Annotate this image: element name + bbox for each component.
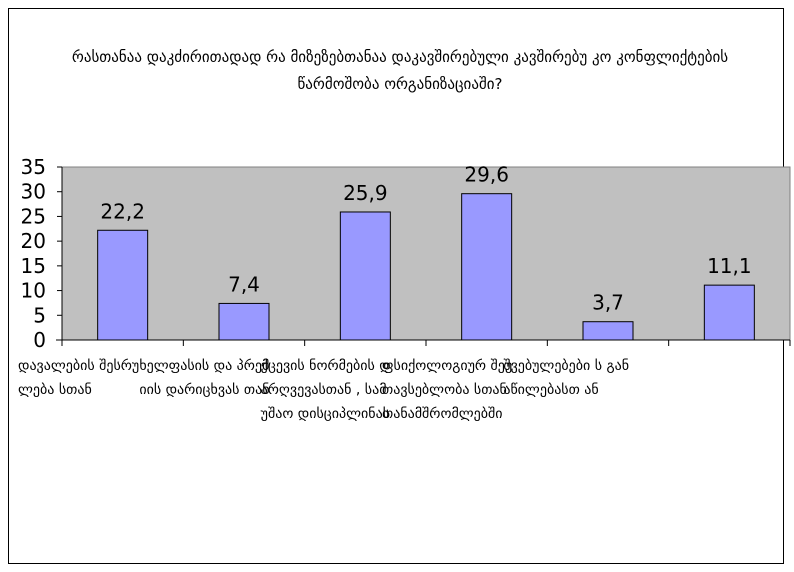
data-label: 25,9: [343, 181, 388, 205]
y-tick-label: 30: [21, 180, 46, 204]
x-category-label: ფსიქოლოგიურ შეუთავსებლობა სთან თანამშრომ…: [382, 358, 513, 422]
bar: [582, 321, 634, 341]
y-tick-label: 35: [21, 155, 46, 179]
bar: [97, 229, 149, 341]
x-category-label: დავალების შესრულება სთან: [18, 358, 140, 398]
bar: [703, 284, 755, 341]
bar: [461, 193, 513, 341]
plot-area: [61, 166, 791, 341]
chart-title: რასთანაა დაკძირითადად რა მიზეზებთანაა და…: [71, 48, 729, 93]
data-label: 29,6: [464, 163, 509, 187]
y-tick-label: 0: [33, 328, 46, 352]
data-label: 11,1: [707, 254, 752, 278]
bar: [218, 302, 270, 341]
data-label: 22,2: [100, 199, 145, 223]
y-tick-label: 25: [21, 204, 46, 228]
y-tick-label: 15: [21, 254, 46, 278]
y-tick-label: 5: [33, 303, 46, 327]
y-tick-label: 10: [21, 279, 46, 303]
x-category-label: შვებულებები ს განაწილებასთ ან: [503, 358, 630, 398]
y-tick-label: 20: [21, 229, 46, 253]
x-category-label: ქცევის ნორმების დარღვევასთან , სამუშაო დ…: [260, 358, 391, 422]
data-label: 7,4: [228, 272, 260, 296]
bar: [339, 211, 391, 341]
x-category-label: ხელფასის და პრემიის დარიცხვას თან: [139, 358, 270, 398]
data-label: 3,7: [592, 291, 624, 315]
